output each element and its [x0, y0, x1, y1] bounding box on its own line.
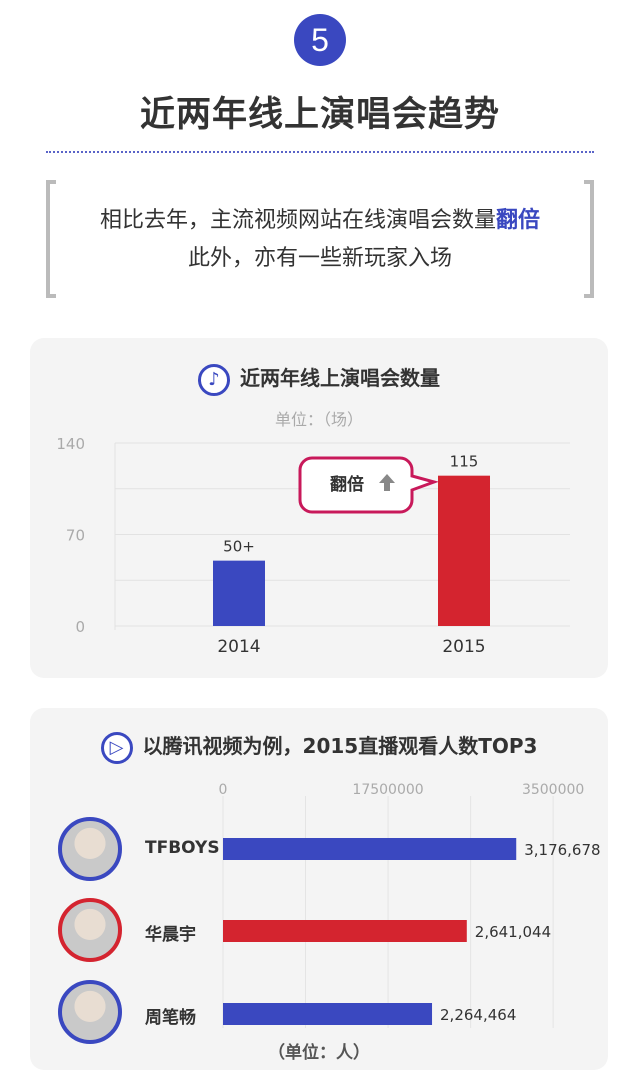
music-note-icon: ♪ — [198, 363, 230, 396]
section-number-badge: 5 — [294, 14, 346, 66]
x-tick-label: 2014 — [217, 637, 260, 657]
chart-title-text: 近两年线上演唱会数量 — [240, 366, 440, 390]
horizontal-bar-chart: 0 17500000 3500000 3,176,678 2,641,044 2,264,… — [219, 782, 601, 1028]
callout-text: 翻倍 — [330, 474, 364, 495]
quote-highlight: 翻倍 — [496, 208, 541, 233]
avatar-tfboys — [58, 817, 122, 881]
quote-box: 相比去年，主流视频网站在线演唱会数量翻倍 此外，亦有一些新玩家入场 — [46, 180, 594, 298]
bar-TFBOYS — [223, 838, 517, 860]
person-name: TFBOYS — [145, 838, 220, 858]
bar-2015 — [438, 475, 490, 626]
chart-title: ♪ 近两年线上演唱会数量 — [30, 362, 608, 396]
data-label: 2,641,044 — [475, 923, 551, 941]
page-title: 近两年线上演唱会趋势 — [139, 95, 500, 135]
callout-bubble — [298, 456, 439, 514]
quote-text: 相比去年，主流视频网站在线演唱会数量 — [99, 208, 496, 233]
avatar-zhoubichang — [58, 980, 122, 1044]
data-label: 115 — [450, 453, 479, 471]
quote-line-1: 相比去年，主流视频网站在线演唱会数量翻倍 — [50, 202, 590, 234]
concert-count-card: ♪ 近两年线上演唱会数量 单位：（场） 0 70 140 50+ 2014 115 2015 翻… — [30, 338, 608, 678]
play-icon: ▷ — [100, 731, 133, 764]
data-label: 50+ — [223, 538, 255, 556]
data-label: 2,264,464 — [440, 1006, 516, 1024]
x-tick-label: 2015 — [442, 637, 485, 657]
avatar-huachenyu — [58, 898, 122, 962]
person-name: 华晨宇 — [145, 925, 196, 945]
y-tick-label: 140 — [56, 435, 85, 453]
vertical-bar-chart: 0 70 140 50+ 2014 115 2015 翻倍 — [56, 435, 570, 657]
y-tick-label: 70 — [66, 527, 85, 545]
x-tick-label: 3500000 — [522, 782, 584, 798]
person-name: 周笔畅 — [145, 1008, 196, 1028]
x-tick-label: 0 — [219, 782, 228, 798]
data-label: 3,176,678 — [524, 841, 600, 859]
bar-周笔畅 — [223, 1003, 433, 1025]
bar-2014 — [213, 560, 265, 626]
chart-title: ▷ 以腾讯视频为例，2015直播观看人数TOP3 — [30, 730, 608, 764]
y-tick-label: 0 — [75, 618, 85, 636]
bar-华晨宇 — [223, 920, 467, 942]
x-tick-label: 17500000 — [352, 782, 423, 798]
arrow-up-icon — [379, 474, 395, 491]
dotted-divider — [46, 151, 594, 153]
chart-title-text: 以腾讯视频为例，2015直播观看人数TOP3 — [142, 734, 538, 758]
viewers-card: ▷ 以腾讯视频为例，2015直播观看人数TOP3 0 17500000 3500000… — [30, 708, 608, 1070]
chart-subtitle: 单位：（场） — [274, 410, 363, 429]
quote-line-2: 此外，亦有一些新玩家入场 — [187, 246, 452, 271]
unit-label: （单位：人） — [268, 1043, 370, 1063]
